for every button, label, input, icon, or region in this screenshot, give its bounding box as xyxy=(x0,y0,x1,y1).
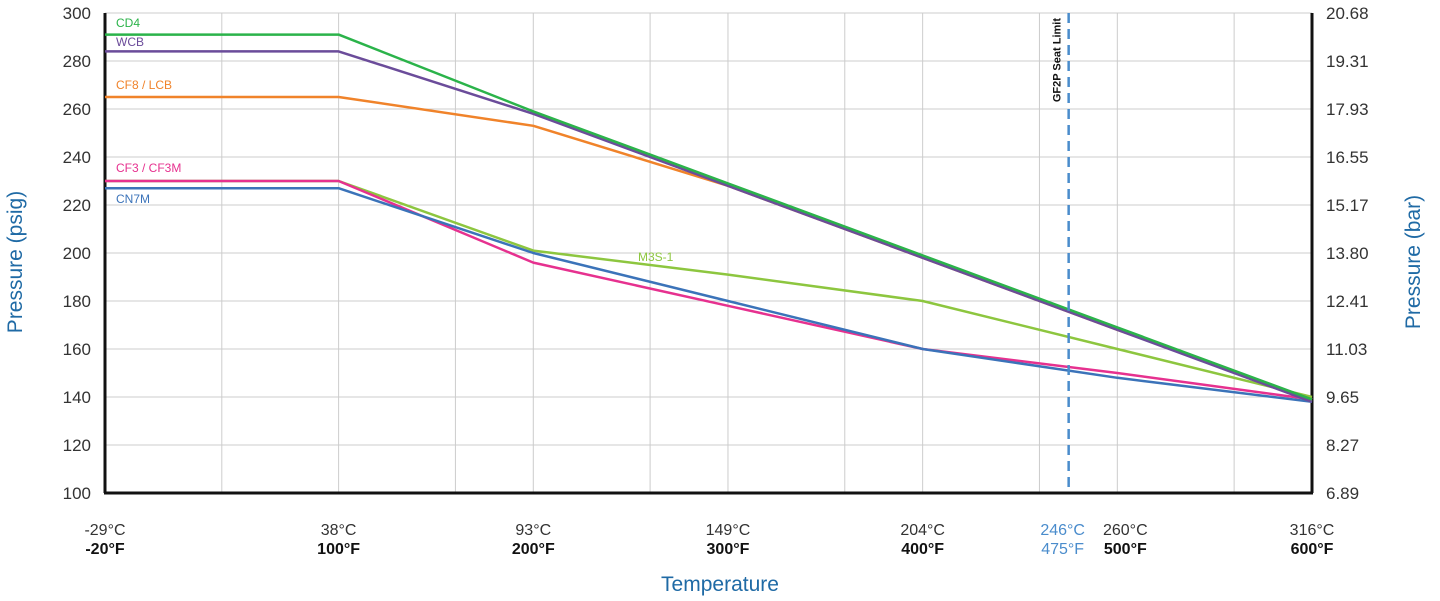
y-tick-label-left: 260 xyxy=(63,100,91,119)
seat-limit: GF2P Seat Limit 246°C 475°F xyxy=(1040,13,1085,558)
y-tick-label-right: 6.89 xyxy=(1326,484,1359,503)
left-y-tick-labels: 100 120 140 160 180 200 220 240 260 280 300 xyxy=(63,4,91,503)
series-label-cn7m: CN7M xyxy=(116,192,150,206)
y-tick-label-right: 11.03 xyxy=(1326,340,1367,359)
x-tick-label-fahrenheit: 600°F xyxy=(1291,541,1334,558)
y-tick-label-right: 9.65 xyxy=(1326,388,1359,407)
series-line-cn7m xyxy=(105,186,1313,404)
series-label-wcb: WCB xyxy=(116,35,144,49)
x-tick-label-fahrenheit: 100°F xyxy=(317,541,360,558)
series-line-m3s-1 xyxy=(105,179,1313,399)
y-tick-label-right: 20.68 xyxy=(1326,4,1369,23)
x-tick-labels: -29°C -20°F 38°C 100°F 93°C 200°F 149°C 300°F 20… xyxy=(84,522,1334,558)
y-tick-label-left: 280 xyxy=(63,52,91,71)
axes xyxy=(103,13,1314,495)
y-tick-label-left: 120 xyxy=(63,436,91,455)
y-tick-label-left: 100 xyxy=(63,484,91,503)
y-tick-label-right: 16.55 xyxy=(1326,148,1369,167)
grid xyxy=(104,12,1313,493)
series-label-m3s-1: M3S-1 xyxy=(638,250,674,264)
seat-limit-celsius-label: 246°C xyxy=(1040,522,1085,539)
series-line-cf8-lcb xyxy=(105,95,1313,401)
y-tick-label-right: 13.80 xyxy=(1326,244,1369,263)
y-tick-label-right: 19.31 xyxy=(1326,52,1369,71)
x-tick-label-fahrenheit: -20°F xyxy=(85,541,125,558)
series-labels: CD4 WCB CF8 / LCB CF3 / CF3M CN7M M3S-1 xyxy=(116,16,674,264)
x-tick-label-celsius: 93°C xyxy=(515,522,551,539)
x-tick-label-fahrenheit: 200°F xyxy=(512,541,555,558)
right-y-tick-labels: 6.89 8.27 9.65 11.03 12.41 13.80 15.17 16.55 17.… xyxy=(1326,4,1369,503)
y-tick-label-left: 160 xyxy=(63,340,91,359)
y-tick-label-right: 15.17 xyxy=(1326,196,1369,215)
series-lines xyxy=(105,33,1313,404)
y-tick-label-left: 180 xyxy=(63,292,91,311)
series-label-cd4: CD4 xyxy=(116,16,140,30)
x-axis-title: Temperature xyxy=(661,573,779,596)
x-tick-label-celsius: 260°C xyxy=(1103,522,1148,539)
series-line-cd4 xyxy=(105,33,1313,401)
x-tick-label-fahrenheit: 400°F xyxy=(901,541,944,558)
x-tick-label-celsius: 316°C xyxy=(1290,522,1335,539)
seat-limit-fahrenheit-label: 475°F xyxy=(1041,541,1084,558)
series-line-cf3-cf3m xyxy=(105,179,1313,401)
seat-limit-label: GF2P Seat Limit xyxy=(1052,18,1064,102)
y-tick-label-left: 300 xyxy=(63,4,91,23)
x-tick-label-celsius: -29°C xyxy=(84,522,125,539)
y-tick-label-left: 220 xyxy=(63,196,91,215)
x-tick-label-celsius: 149°C xyxy=(706,522,751,539)
y-tick-label-left: 200 xyxy=(63,244,91,263)
y-tick-label-left: 140 xyxy=(63,388,91,407)
x-tick-label-fahrenheit: 500°F xyxy=(1104,541,1147,558)
y-tick-label-left: 240 xyxy=(63,148,91,167)
x-tick-label-celsius: 38°C xyxy=(321,522,357,539)
series-label-cf8-lcb: CF8 / LCB xyxy=(116,78,172,92)
series-label-cf3-cf3m: CF3 / CF3M xyxy=(116,161,181,175)
y-tick-label-right: 12.41 xyxy=(1326,292,1369,311)
series-line-wcb xyxy=(105,50,1313,403)
x-tick-label-fahrenheit: 300°F xyxy=(707,541,750,558)
left-y-axis-title: Pressure (psig) xyxy=(4,191,27,333)
y-tick-label-right: 17.93 xyxy=(1326,100,1369,119)
y-tick-label-right: 8.27 xyxy=(1326,436,1359,455)
right-y-axis-title: Pressure (bar) xyxy=(1402,195,1425,329)
x-tick-label-celsius: 204°C xyxy=(900,522,945,539)
